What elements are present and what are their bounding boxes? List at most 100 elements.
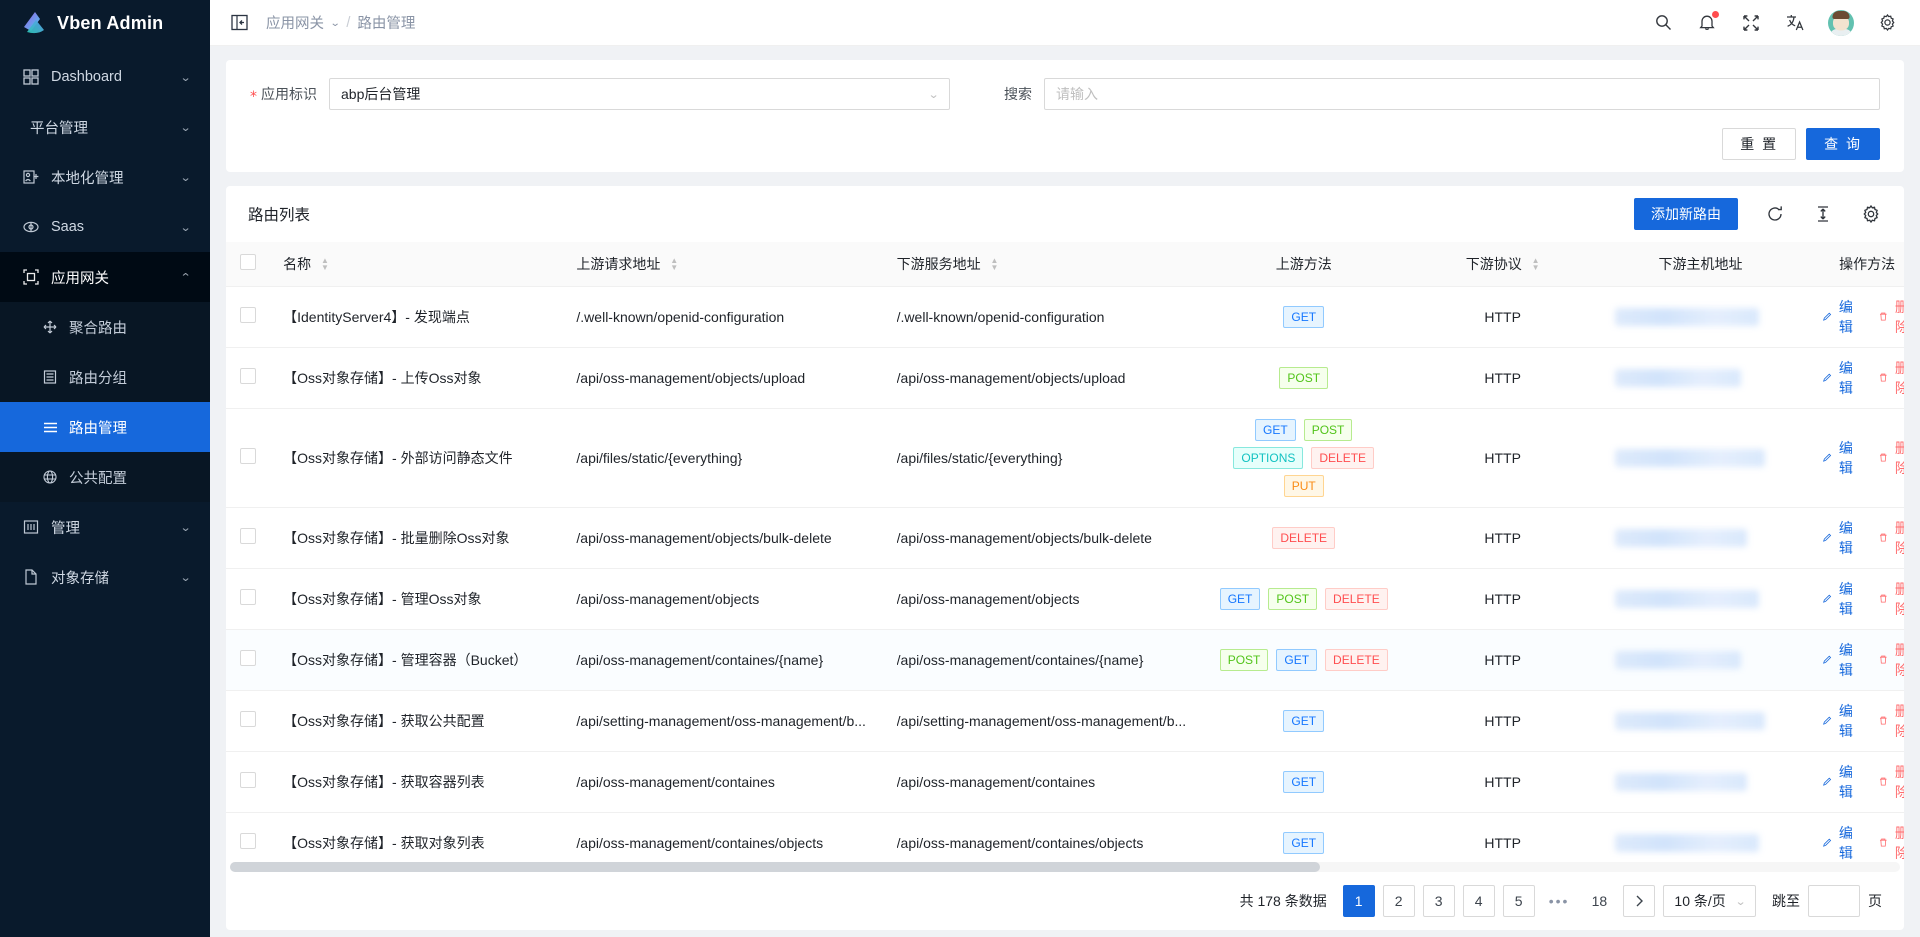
table-row[interactable]: 【Oss对象存储】- 批量删除Oss对象/api/oss-management/… bbox=[226, 507, 1904, 569]
delete-button[interactable]: 删除 bbox=[1867, 297, 1904, 337]
page-size-select[interactable]: 10 条/页 ⌄ bbox=[1663, 885, 1756, 917]
sidebar-item-route-manage[interactable]: 路由管理 bbox=[0, 402, 210, 452]
delete-button[interactable]: 删除 bbox=[1867, 823, 1904, 863]
sidebar-item-object-storage[interactable]: 对象存储 ⌄ bbox=[0, 552, 210, 602]
chevron-down-icon: ⌄ bbox=[179, 221, 192, 234]
avatar[interactable] bbox=[1828, 9, 1854, 36]
sort-icon[interactable]: ▲ ▼ bbox=[1531, 256, 1540, 273]
horizontal-scrollbar[interactable] bbox=[230, 862, 1900, 872]
table-row[interactable]: 【Oss对象存储】- 管理Oss对象/api/oss-management/ob… bbox=[226, 568, 1904, 630]
column-header-downstream-path[interactable]: 下游服务地址 ▲ ▼ bbox=[882, 242, 1203, 287]
page-button-4[interactable]: 4 bbox=[1462, 885, 1495, 917]
redacted-host-value bbox=[1614, 307, 1759, 326]
edit-button[interactable]: 编辑 bbox=[1811, 518, 1867, 558]
row-height-icon[interactable] bbox=[1812, 203, 1834, 225]
fullscreen-icon[interactable] bbox=[1740, 12, 1762, 34]
sidebar-item-route-group[interactable]: 路由分组 bbox=[0, 352, 210, 402]
edit-button[interactable]: 编辑 bbox=[1811, 438, 1867, 478]
edit-button[interactable]: 编辑 bbox=[1811, 297, 1867, 337]
table-row[interactable]: 【Oss对象存储】- 外部访问静态文件/api/files/static/{ev… bbox=[226, 408, 1904, 508]
translate-icon[interactable] bbox=[1784, 12, 1806, 34]
refresh-icon[interactable] bbox=[1764, 203, 1786, 225]
delete-button[interactable]: 删除 bbox=[1867, 701, 1904, 741]
pencil-icon bbox=[1823, 533, 1832, 542]
delete-button[interactable]: 删除 bbox=[1867, 640, 1904, 680]
edit-button[interactable]: 编辑 bbox=[1811, 701, 1867, 741]
row-checkbox[interactable] bbox=[240, 589, 256, 605]
sidebar-item-label: 路由分组 bbox=[69, 370, 127, 387]
delete-button[interactable]: 删除 bbox=[1867, 518, 1904, 558]
page-button-last[interactable]: 18 bbox=[1583, 885, 1616, 917]
row-checkbox[interactable] bbox=[240, 307, 256, 323]
row-checkbox[interactable] bbox=[240, 772, 256, 788]
jump-input[interactable] bbox=[1808, 885, 1860, 917]
column-header-downstream-scheme[interactable]: 下游协议 ▲ ▼ bbox=[1404, 242, 1601, 287]
column-label: 上游请求地址 bbox=[576, 255, 661, 272]
app-identifier-select[interactable]: abp后台管理 ⌄ bbox=[329, 78, 950, 110]
table-row[interactable]: 【Oss对象存储】- 获取公共配置/api/setting-management… bbox=[226, 690, 1904, 752]
column-header-upstream-path[interactable]: 上游请求地址 ▲ ▼ bbox=[562, 242, 883, 287]
sidebar-item-aggregate-route[interactable]: 聚合路由 bbox=[0, 302, 210, 352]
cell-upstream-methods: GET POST OPTIONS DELETE PUT bbox=[1202, 408, 1405, 508]
reset-button[interactable]: 重 置 bbox=[1722, 128, 1797, 160]
column-label: 操作方法 bbox=[1839, 255, 1896, 272]
cell-downstream-host bbox=[1600, 507, 1801, 569]
page-button-1[interactable]: 1 bbox=[1342, 885, 1375, 917]
search-icon[interactable] bbox=[1652, 12, 1674, 34]
bell-icon[interactable] bbox=[1696, 10, 1719, 34]
redacted-host-value bbox=[1614, 589, 1759, 608]
table-row[interactable]: 【Oss对象存储】- 管理容器（Bucket）/api/oss-manageme… bbox=[226, 629, 1904, 691]
table-row[interactable]: 【Oss对象存储】- 获取容器列表/api/oss-management/con… bbox=[226, 751, 1904, 813]
cell-name: 【Oss对象存储】- 外部访问静态文件 bbox=[269, 408, 563, 508]
breadcrumb-parent[interactable]: 应用网关 bbox=[266, 16, 324, 32]
edit-button[interactable]: 编辑 bbox=[1811, 762, 1867, 802]
page-button-5[interactable]: 5 bbox=[1502, 885, 1535, 917]
sort-icon[interactable]: ▲ ▼ bbox=[990, 256, 999, 273]
cell-upstream-methods: POST GET DELETE bbox=[1202, 629, 1405, 691]
row-checkbox[interactable] bbox=[240, 650, 256, 666]
delete-button[interactable]: 删除 bbox=[1867, 358, 1904, 398]
row-checkbox[interactable] bbox=[240, 448, 256, 464]
menu-fold-icon[interactable] bbox=[226, 10, 252, 36]
sidebar-item-localization[interactable]: 本地化管理 ⌄ bbox=[0, 152, 210, 202]
column-header-name[interactable]: 名称 ▲ ▼ bbox=[269, 242, 563, 287]
cell-downstream-scheme: HTTP bbox=[1404, 690, 1601, 752]
page-ellipsis[interactable]: ••• bbox=[1548, 893, 1570, 909]
delete-button[interactable]: 删除 bbox=[1867, 579, 1904, 619]
row-checkbox[interactable] bbox=[240, 528, 256, 544]
sidebar-item-dashboard[interactable]: Dashboard ⌄ bbox=[0, 52, 210, 102]
row-checkbox[interactable] bbox=[240, 711, 256, 727]
sidebar-item-manage[interactable]: 管理 ⌄ bbox=[0, 502, 210, 552]
column-settings-icon[interactable] bbox=[1860, 203, 1882, 225]
add-route-button[interactable]: 添加新路由 bbox=[1634, 198, 1738, 230]
page-button-2[interactable]: 2 bbox=[1382, 885, 1415, 917]
sidebar-item-public-config[interactable]: 公共配置 bbox=[0, 452, 210, 502]
page-button-3[interactable]: 3 bbox=[1422, 885, 1455, 917]
table-row[interactable]: 【Oss对象存储】- 获取对象列表/api/oss-management/con… bbox=[226, 812, 1904, 862]
select-all-checkbox[interactable] bbox=[240, 254, 256, 271]
row-checkbox[interactable] bbox=[240, 368, 256, 384]
sort-icon[interactable]: ▲ ▼ bbox=[321, 256, 329, 273]
edit-button[interactable]: 编辑 bbox=[1811, 358, 1867, 398]
table-scroll-area[interactable]: 名称 ▲ ▼ 上游请求地址 ▲ ▼ 下游服务地址 ▲ ▼ bbox=[226, 242, 1904, 862]
query-button[interactable]: 查 询 bbox=[1806, 128, 1880, 160]
table-row[interactable]: 【IdentityServer4】- 发现端点/.well-known/open… bbox=[226, 286, 1904, 348]
delete-button[interactable]: 删除 bbox=[1867, 762, 1904, 802]
sort-icon[interactable]: ▲ ▼ bbox=[670, 256, 679, 273]
edit-button[interactable]: 编辑 bbox=[1811, 579, 1867, 619]
sidebar-item-platform[interactable]: 平台管理 ⌄ bbox=[0, 102, 210, 152]
sidebar-item-saas[interactable]: Saas ⌄ bbox=[0, 202, 210, 252]
table-row[interactable]: 【Oss对象存储】- 上传Oss对象/api/oss-management/ob… bbox=[226, 347, 1904, 409]
gear-icon[interactable] bbox=[1876, 12, 1898, 34]
next-page-button[interactable] bbox=[1623, 885, 1656, 917]
edit-button[interactable]: 编辑 bbox=[1811, 823, 1867, 863]
sidebar-item-gateway[interactable]: 应用网关 ⌃ bbox=[0, 252, 210, 302]
row-checkbox[interactable] bbox=[240, 833, 256, 849]
scrollbar-thumb[interactable] bbox=[230, 862, 1320, 872]
pencil-icon bbox=[1823, 312, 1832, 321]
content: 应用标识 abp后台管理 ⌄ 搜索 请输入 重 置 bbox=[210, 46, 1920, 937]
delete-button[interactable]: 删除 bbox=[1867, 438, 1904, 478]
edit-button[interactable]: 编辑 bbox=[1811, 640, 1867, 680]
search-input[interactable]: 请输入 bbox=[1044, 78, 1880, 110]
brand[interactable]: Vben Admin bbox=[0, 0, 210, 46]
